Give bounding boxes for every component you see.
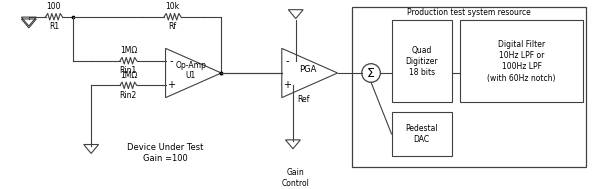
Text: Production test system resource: Production test system resource (407, 8, 530, 17)
Text: Rin2: Rin2 (120, 91, 137, 100)
Text: 1MΩ: 1MΩ (120, 71, 137, 80)
Text: PGA: PGA (299, 65, 316, 74)
Bar (392, 20, 452, 102)
Text: Digital Filter
10Hz LPF or
100Hz LPF
(with 60Hz notch): Digital Filter 10Hz LPF or 100Hz LPF (wi… (488, 40, 556, 83)
Text: -: - (169, 56, 173, 66)
Text: R1: R1 (49, 22, 59, 31)
Text: Op-Amp
U1: Op-Amp U1 (175, 60, 206, 80)
Text: Rf: Rf (169, 22, 177, 31)
Text: 10k: 10k (166, 2, 180, 11)
Text: -: - (285, 56, 289, 66)
Bar (460, 20, 583, 102)
Text: Ref: Ref (298, 95, 310, 104)
Text: 100: 100 (46, 2, 61, 11)
Text: Quad
Digitizer
18 bits: Quad Digitizer 18 bits (406, 46, 438, 77)
Text: +: + (167, 80, 175, 90)
Bar (392, 112, 452, 156)
Text: Rin1: Rin1 (120, 66, 137, 75)
Text: Σ: Σ (367, 67, 375, 80)
Text: Device Under Test
Gain =100: Device Under Test Gain =100 (127, 143, 203, 163)
Text: Pedestal
DAC: Pedestal DAC (406, 124, 438, 144)
Bar (351, 7, 586, 167)
Text: 1MΩ: 1MΩ (120, 46, 137, 55)
Text: Gain
Control: Gain Control (282, 168, 310, 188)
Text: +: + (284, 80, 291, 90)
